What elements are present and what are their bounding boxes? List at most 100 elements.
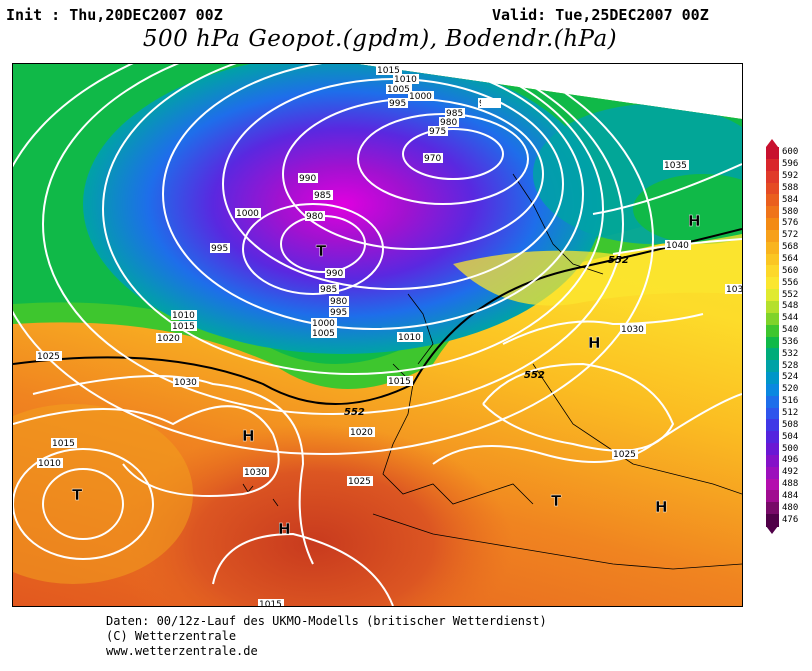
isobar-label: 985 — [446, 109, 463, 119]
legend-label: 572 — [782, 230, 799, 241]
legend-top-arrow — [766, 139, 778, 147]
legend-label: 500 — [782, 443, 799, 454]
legend-swatch — [766, 443, 779, 456]
contour-label: 552 — [608, 255, 629, 266]
legend-label: 528 — [782, 360, 799, 371]
legend-swatch — [766, 419, 779, 432]
isobar-label: 1010 — [394, 75, 417, 85]
high-center-label: H — [278, 520, 291, 538]
legend-label: 592 — [782, 171, 799, 182]
map-canvas: 1015 1010 1005 1000 995 990 985 980 975 … — [13, 64, 742, 606]
isobar-label: 1010 — [38, 459, 61, 469]
high-center-label: H — [688, 212, 701, 230]
legend-swatch — [766, 348, 779, 361]
legend-label: 580 — [782, 206, 799, 217]
isobar-label: 1010 — [398, 333, 421, 343]
isobar-label: 995 — [389, 99, 406, 109]
legend-label: 544 — [782, 313, 799, 324]
contour-label: 552 — [524, 370, 545, 381]
legend-label: 512 — [782, 407, 799, 418]
isobar-label: 1000 — [409, 92, 432, 102]
isobar-label: 1010 — [172, 311, 195, 321]
legend-label: 548 — [782, 301, 799, 312]
isobar-label: 1000 — [312, 319, 335, 329]
legend-swatch — [766, 360, 779, 373]
isobar-label: 980 — [330, 297, 347, 307]
isobar-label: 980 — [306, 212, 323, 222]
weather-map: 1015 1010 1005 1000 995 990 985 980 975 … — [12, 63, 743, 607]
legend-swatch — [766, 312, 779, 326]
legend-swatch — [766, 253, 779, 266]
isobar-label: 1005 — [387, 85, 410, 95]
contour-label: 552 — [344, 407, 365, 418]
isobar-label: 995 — [211, 244, 228, 254]
legend-label: 532 — [782, 348, 799, 359]
isobar-label: 980 — [440, 118, 457, 128]
legend-label: 524 — [782, 372, 799, 383]
legend-swatch — [766, 407, 779, 420]
legend-swatch — [766, 300, 779, 314]
isobar-label: 1030 — [726, 285, 742, 295]
isobar-label: 995 — [330, 308, 347, 318]
legend-swatch — [766, 229, 779, 243]
legend-label: 516 — [782, 396, 799, 407]
isobar-label: 990 — [299, 174, 316, 184]
legend-label: 552 — [782, 289, 799, 300]
isobar-label: 970 — [424, 154, 441, 164]
legend-swatch — [766, 324, 779, 337]
isobar-label: 1015 — [377, 66, 400, 76]
legend-swatch — [766, 431, 779, 444]
legend-swatch — [766, 466, 779, 480]
legend-label: 492 — [782, 467, 799, 478]
init-time: Init : Thu,20DEC2007 00Z — [6, 6, 223, 24]
legend-label: 504 — [782, 431, 799, 442]
legend-swatch — [766, 206, 779, 219]
legend-label: 520 — [782, 384, 799, 395]
isobar-label: 985 — [320, 285, 337, 295]
legend-label: 600 — [782, 147, 799, 158]
legend-swatch — [766, 170, 779, 184]
isobars — [13, 64, 742, 606]
legend-swatch — [766, 218, 779, 231]
legend-label: 496 — [782, 455, 799, 466]
isobar-label: 985 — [314, 191, 331, 201]
chart-title: 500 hPa Geopot.(gpdm), Bodendr.(hPa) — [142, 26, 618, 52]
legend-label: 476 — [782, 514, 799, 525]
legend-label: 484 — [782, 490, 799, 501]
legend-label: 596 — [782, 159, 799, 170]
color-legend: 600 596 592 588 584 580 576 572 568 564 560 556 552 5… — [762, 139, 812, 534]
isobar-label: 1025 — [348, 477, 371, 487]
legend-swatch — [766, 182, 779, 195]
legend-label: 536 — [782, 336, 799, 347]
low-center-label: T — [551, 492, 562, 510]
high-center-label: H — [655, 498, 668, 516]
isobar-label: 1035 — [664, 161, 687, 171]
low-center-label: T — [316, 242, 327, 260]
legend-swatch — [766, 478, 779, 491]
valid-time: Valid: Tue,25DEC2007 00Z — [492, 6, 709, 24]
isobar-label: 1020 — [157, 334, 180, 344]
legend-label: 540 — [782, 325, 799, 336]
legend-swatch — [766, 372, 779, 385]
high-center-label: H — [242, 427, 255, 445]
legend-swatch — [766, 395, 779, 409]
isobar-label: 1025 — [613, 450, 636, 460]
isobar-label: 1015 — [388, 377, 411, 387]
legend-label: 508 — [782, 419, 799, 430]
isobar-label: 975 — [429, 127, 446, 137]
footer-url[interactable]: www.wetterzentrale.de — [106, 644, 258, 658]
legend-swatch — [766, 336, 779, 349]
isobar-label: 1015 — [52, 439, 75, 449]
legend-swatch — [766, 241, 779, 255]
isobar-label: 1015 — [172, 322, 195, 332]
legend-swatch — [766, 289, 779, 302]
legend-swatch — [766, 383, 779, 397]
isobar-labels: 1015 1010 1005 1000 995 990 985 980 975 … — [36, 65, 742, 606]
legend-swatch — [766, 158, 779, 172]
footer-source: Daten: 00/12z-Lauf des UKMO-Modells (bri… — [106, 614, 547, 628]
legend-label: 564 — [782, 254, 799, 265]
legend-label: 588 — [782, 182, 799, 193]
legend-label: 560 — [782, 265, 799, 276]
legend-swatch — [766, 194, 779, 207]
high-center-label: H — [588, 334, 601, 352]
